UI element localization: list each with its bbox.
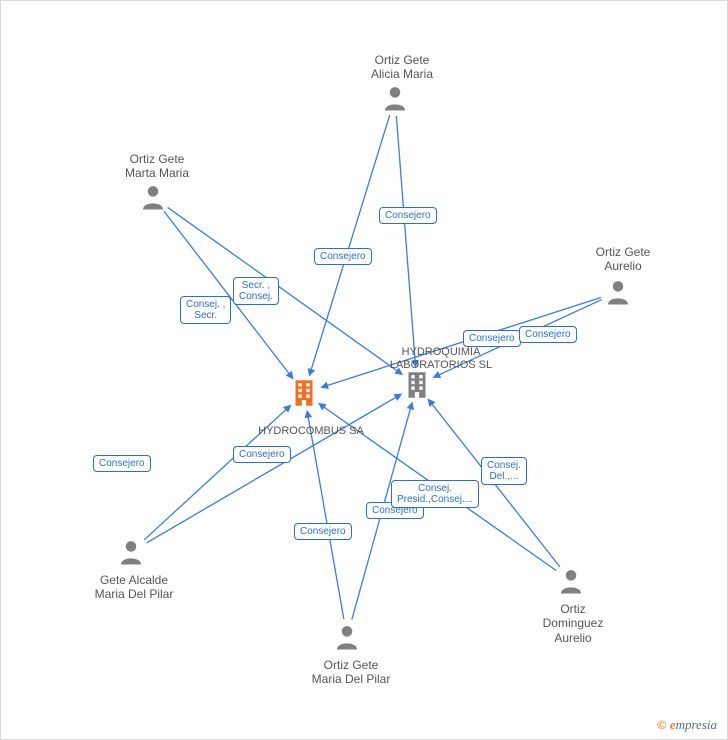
edges-layer (1, 1, 728, 740)
edge-line (168, 207, 403, 374)
brand-rest: mpresia (676, 717, 717, 732)
person-icon[interactable] (556, 566, 586, 601)
edge-line (307, 411, 344, 620)
person-label: Ortiz Dominguez Aurelio (533, 602, 613, 645)
network-diagram: { "type": "network", "canvas": { "width"… (0, 0, 728, 740)
person-label: Ortiz Gete Aurelio (583, 245, 663, 274)
person-label: Ortiz Gete Maria Del Pilar (311, 658, 391, 687)
edge-role-label: Consej.Del.,... (481, 457, 527, 485)
copyright: © empresia (657, 717, 717, 733)
edge-line (321, 298, 601, 388)
edge-role-label: Consejero (314, 248, 372, 265)
edge-line (319, 403, 557, 570)
building-icon[interactable] (287, 376, 321, 415)
company-label: HYDROCOMBUS SA (246, 425, 376, 438)
person-icon[interactable] (332, 622, 362, 657)
edge-role-label: Consejero (519, 326, 577, 343)
company-label: HYDROQUIMIA LABORATORIOS SL (376, 346, 506, 372)
edge-line (428, 399, 560, 567)
person-label: Ortiz Gete Alicia Maria (362, 53, 442, 82)
edge-line (352, 402, 412, 619)
edge-role-label: Consejero (463, 330, 521, 347)
edge-line (433, 300, 601, 378)
person-icon[interactable] (138, 182, 168, 217)
edge-line (144, 405, 290, 540)
building-icon[interactable] (400, 368, 434, 407)
person-label: Ortiz Gete Marta Maria (117, 152, 197, 181)
person-label: Gete Alcalde Maria Del Pilar (94, 573, 174, 602)
person-icon[interactable] (380, 83, 410, 118)
edge-role-label: Consejero (366, 502, 424, 519)
person-icon[interactable] (603, 277, 633, 312)
edge-role-label: Consejero (233, 446, 291, 463)
copyright-symbol: © (657, 717, 667, 732)
edge-line (164, 211, 293, 378)
person-icon[interactable] (116, 537, 146, 572)
edge-role-label: Secr. ,Consej. (233, 277, 279, 305)
edge-role-label: Consej.Presid.,Consej.... (391, 480, 479, 508)
edge-role-label: Consejero (294, 523, 352, 540)
edge-line (309, 115, 389, 376)
edge-role-label: Consejero (379, 207, 437, 224)
edge-line (396, 116, 415, 367)
edge-role-label: Consejero (93, 455, 151, 472)
edge-line (147, 394, 402, 543)
edge-role-label: Consej. ,Secr. (180, 296, 231, 324)
